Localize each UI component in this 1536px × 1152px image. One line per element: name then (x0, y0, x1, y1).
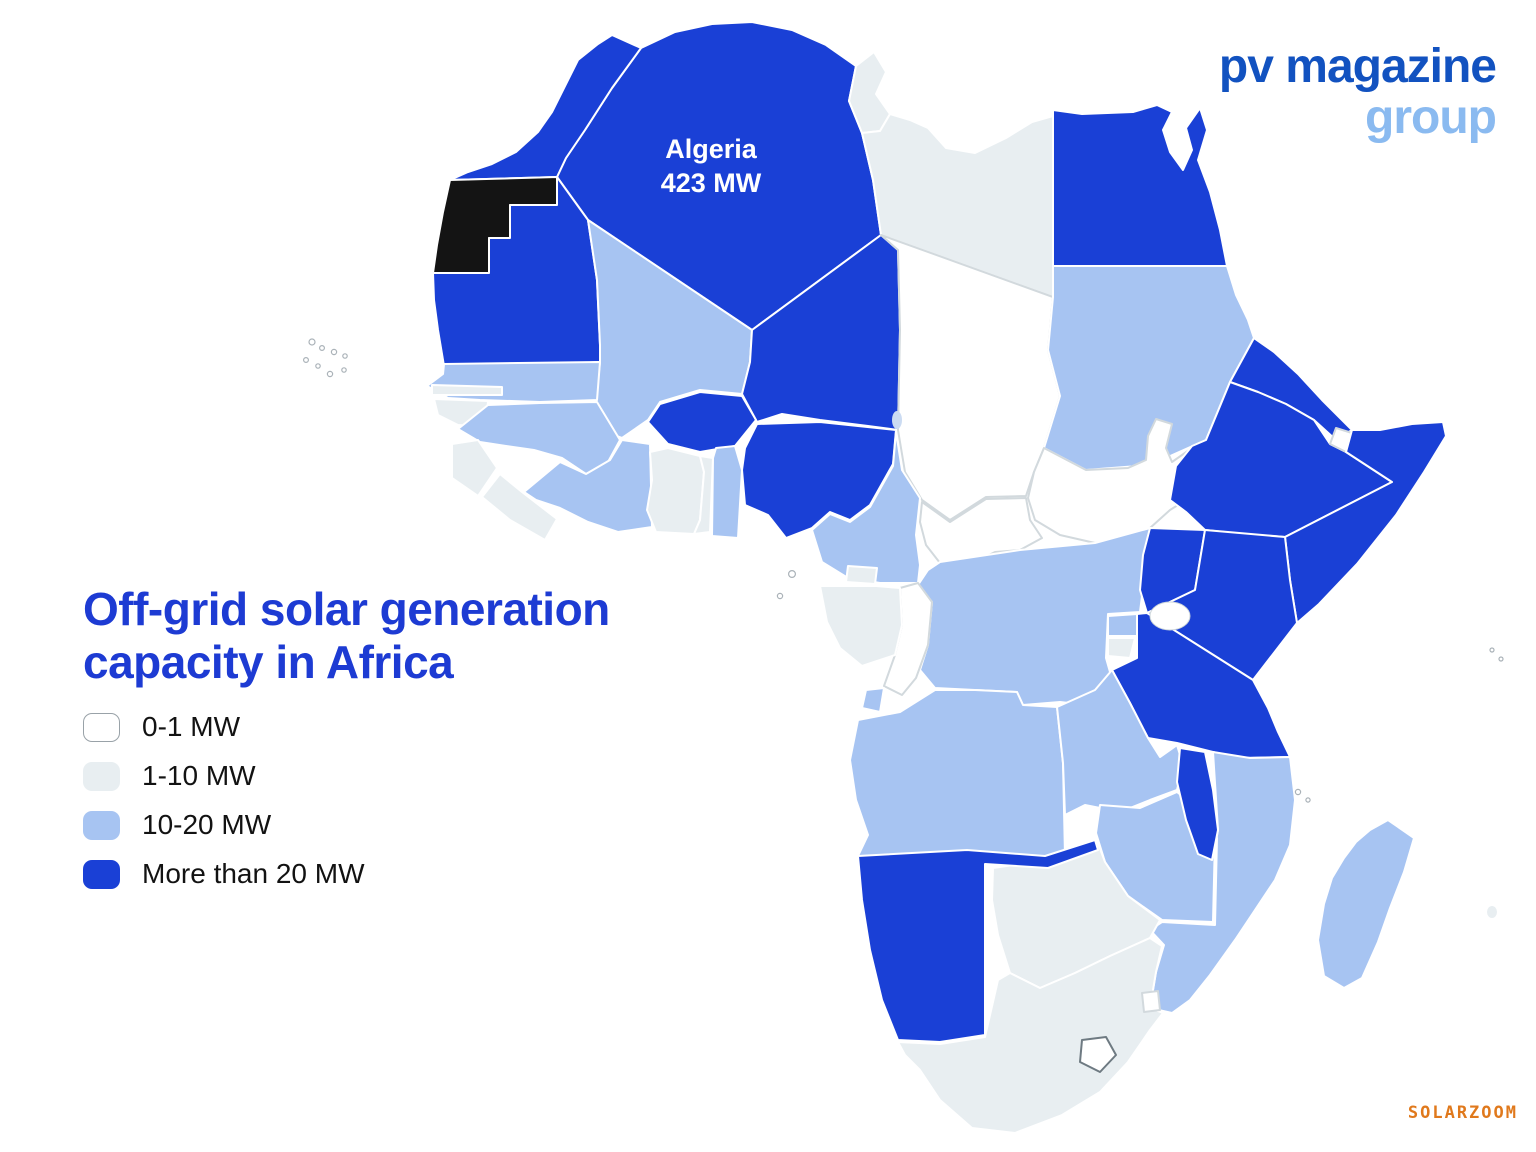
cape-verde-island (341, 367, 347, 373)
country-tanzania (1111, 612, 1291, 759)
country-somalia (1284, 421, 1447, 624)
country-benin (711, 445, 743, 539)
seychelles-island (1498, 656, 1504, 662)
legend-swatch-0-1-mw (83, 712, 120, 742)
legend-label-1-10-mw: 1-10 MW (142, 760, 256, 791)
country-sudan (1043, 265, 1255, 471)
cape-verde-island (319, 345, 326, 352)
lake-victoria (1149, 601, 1191, 631)
sao-tome-island (776, 592, 784, 600)
country-egypt (1052, 104, 1228, 267)
country-ghana (646, 447, 705, 535)
country-gabon (819, 585, 903, 667)
cape-verde-island (326, 370, 334, 378)
logo-line-1: pv magazine (1218, 40, 1497, 93)
country-madagascar (1317, 819, 1415, 989)
legend-label-10-20-mw: 10-20 MW (142, 809, 272, 840)
cape-verde-island (303, 357, 310, 364)
country-morocco (449, 34, 642, 181)
algeria-label-value: 423 MW (661, 168, 762, 198)
legend-label-0-1-mw: 0-1 MW (142, 711, 240, 742)
legend-row-1-10-mw: 1-10 MW (83, 760, 365, 791)
country-sierra-leone (451, 439, 498, 497)
country-lesotho (1079, 1036, 1117, 1073)
page-title: Off-grid solar generation capacity in Af… (83, 583, 683, 690)
legend-swatch-1-10-mw (83, 761, 120, 791)
legend-label-more-than-20-mw: More than 20 MW (142, 858, 365, 889)
country-burundi (1107, 637, 1136, 659)
algeria-annotation: Algeria 423 MW (661, 134, 762, 198)
map-legend: 0-1 MW 1-10 MW 10-20 MW More than 20 MW (83, 711, 365, 908)
cape-verde-island (315, 363, 321, 369)
title-line-1: Off-grid solar generation (83, 583, 610, 635)
legend-row-10-20-mw: 10-20 MW (83, 809, 365, 840)
solarzoom-watermark: SOLARZOOM (1407, 1103, 1518, 1123)
lake-chad (892, 411, 902, 429)
legend-row-0-1-mw: 0-1 MW (83, 711, 365, 742)
algeria-label-name: Algeria (665, 134, 758, 164)
comoros-island (1294, 788, 1302, 796)
map-small-islands (303, 338, 1504, 918)
legend-swatch-10-20-mw (83, 810, 120, 840)
country-namibia (857, 839, 1099, 1043)
legend-row-more-than-20-mw: More than 20 MW (83, 858, 365, 889)
country-malawi (1176, 747, 1219, 861)
mauritius-island (1487, 906, 1497, 918)
country-angola (849, 689, 1066, 857)
title-line-2: capacity in Africa (83, 636, 454, 689)
logo-line-2: group (1365, 90, 1497, 144)
country-gambia (431, 384, 503, 396)
country-cote-divoire (523, 439, 653, 533)
cape-verde-island (330, 348, 338, 356)
country-eswatini (1141, 990, 1161, 1013)
country-liberia (481, 473, 558, 541)
map-countries (426, 21, 1447, 1134)
cape-verde-island (342, 353, 348, 359)
country-rwanda (1107, 613, 1138, 637)
country-angola-cabinda (861, 687, 885, 713)
legend-swatch-more-than-20-mw (83, 859, 120, 889)
bioko-island (787, 569, 796, 578)
pv-magazine-group-logo: pv magazine group (1218, 40, 1497, 144)
comoros-island (1305, 797, 1311, 803)
country-equatorial-guinea (845, 565, 878, 585)
cape-verde-island (308, 338, 316, 346)
seychelles-island (1489, 647, 1495, 653)
